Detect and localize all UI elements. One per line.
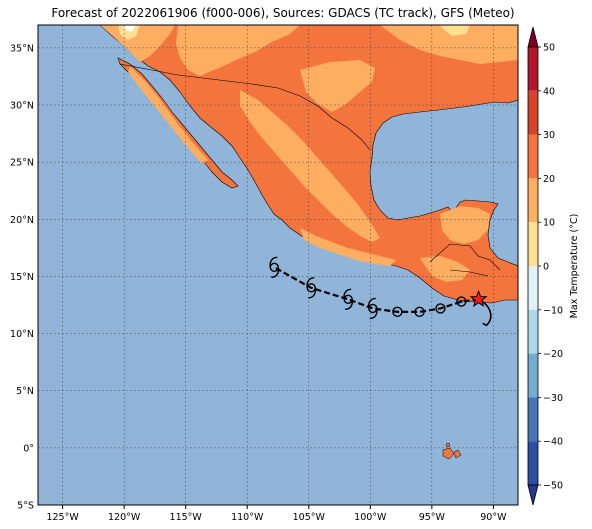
track-point-hurricane-icon — [269, 256, 280, 278]
band-20c-north — [176, 25, 300, 76]
band-20c-texas — [380, 25, 518, 64]
colorbar-segment — [528, 178, 538, 223]
track-point-star — [469, 289, 488, 307]
colorbar-segment — [528, 397, 538, 442]
colorbar-tick-label: −50 — [543, 481, 563, 492]
colorbar-segment — [528, 309, 538, 354]
track-point-hurricane-icon — [306, 277, 317, 299]
band-0c-white — [124, 25, 136, 32]
track-point-circle — [456, 296, 467, 307]
track-point-circle — [435, 303, 446, 314]
colorbar-segment — [528, 266, 538, 310]
colorbar: 50 40 30 20 10 0 −10 −20 −30 −40 −50 — [527, 26, 563, 506]
graticule — [38, 25, 518, 505]
latitude-labels: 35°N 30°N 25°N 20°N 15°N 10°N 5°N 0° 5°S — [10, 43, 34, 511]
track-point-hurricane-icon — [367, 297, 378, 320]
latitude-tick-label: 35°N — [10, 43, 34, 54]
colorbar-tick-label: 10 — [543, 218, 555, 229]
band-20c-highlands-upper — [300, 60, 375, 112]
latitude-tick-label: 30°N — [10, 101, 34, 112]
band-20c-baja — [128, 66, 208, 164]
colorbar-segment — [528, 222, 538, 266]
colorbar-tick-label: 20 — [543, 174, 555, 185]
colorbar-segment — [528, 353, 538, 398]
colorbar-tick-label: −10 — [543, 305, 563, 316]
track-line — [273, 266, 479, 313]
colorbar-segment — [528, 47, 538, 91]
colorbar-tick-label: 0 — [543, 262, 549, 273]
band-10c-north — [118, 25, 140, 40]
longitude-tick-label: 100°W — [354, 512, 387, 523]
band-20c-highlands — [240, 90, 380, 242]
colorbar-segment — [528, 90, 538, 135]
track-point-dot — [460, 300, 463, 303]
colorbar-tick-label: 50 — [543, 43, 555, 54]
longitude-tick-label: 120°W — [108, 512, 141, 523]
longitude-tick-label: 115°W — [170, 512, 203, 523]
latitude-tick-label: 5°N — [16, 386, 34, 397]
colorbar-segment — [528, 134, 538, 179]
map-frame — [37, 24, 519, 506]
longitude-tick-label: 90°W — [480, 512, 507, 523]
chart-title: Forecast of 2022061906 (f000-006), Sourc… — [51, 6, 515, 20]
longitude-tick-label: 105°W — [293, 512, 326, 523]
track-point-circle — [414, 306, 425, 318]
longitude-tick-label: 110°W — [231, 512, 264, 523]
colorbar-segment — [528, 441, 538, 485]
track-point-circle — [392, 306, 403, 318]
colorbar-extend-top — [527, 26, 539, 48]
colorbar-tick-label: 30 — [543, 130, 555, 141]
longitude-tick-label: 125°W — [46, 512, 79, 523]
band-20c-coast — [300, 228, 396, 266]
latitude-tick-label: 0° — [23, 443, 34, 454]
longitude-tick-label: 95°W — [419, 512, 446, 523]
storm-track — [269, 256, 492, 327]
colorbar-extend-bottom — [527, 484, 539, 506]
colorbar-tick-label: −30 — [543, 393, 563, 404]
latitude-tick-label: 5°S — [17, 501, 34, 512]
colorbar-label: Max Temperature (°C) — [569, 214, 580, 319]
longitude-labels: 125°W 120°W 115°W 110°W 105°W 100°W 95°W 90°W — [46, 505, 507, 523]
latitude-tick-label: 25°N — [10, 158, 34, 169]
band-20c-guatemala — [420, 256, 470, 282]
land-galapagos — [442, 442, 462, 460]
track-point-hurricane-icon — [343, 288, 354, 310]
latitude-tick-label: 20°N — [10, 215, 34, 226]
band-20c-west — [100, 25, 175, 62]
band-20c-yucatan — [440, 206, 490, 244]
colorbar-tick-label: −40 — [543, 437, 563, 448]
colorbar-tick-label: −20 — [543, 349, 563, 360]
band-10c-east — [440, 25, 470, 36]
latitude-tick-label: 15°N — [10, 272, 34, 283]
border-central-america — [429, 243, 501, 277]
colorbar-tick-label: 40 — [543, 86, 555, 97]
latitude-tick-label: 10°N — [10, 329, 34, 340]
